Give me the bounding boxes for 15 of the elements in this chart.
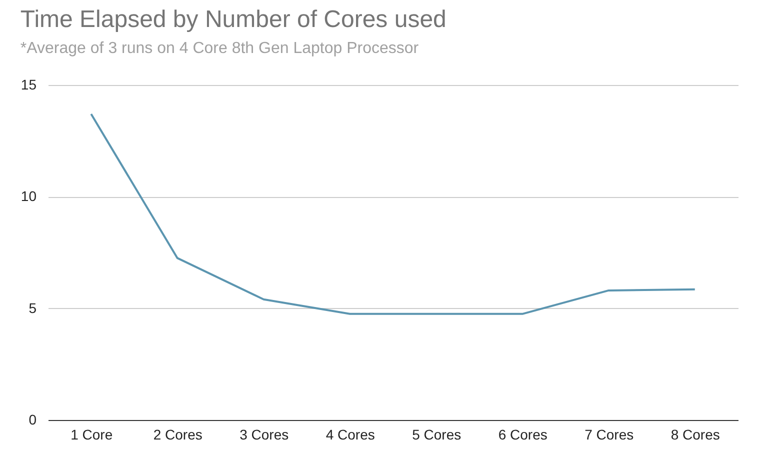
x-tick-label: 5 Cores [412,426,462,442]
x-tick-label: 3 Cores [240,426,289,442]
y-tick-label: 15 [20,76,37,92]
x-tick-label: 7 Cores [584,426,634,442]
y-tick-label: 5 [28,300,37,316]
line-series [90,113,696,315]
x-tick-label: 8 Cores [670,426,720,442]
y-tick-label: 0 [28,412,37,428]
chart-subtitle: *Average of 3 runs on 4 Core 8th Gen Laptop Processor [20,40,420,57]
x-tick-label: 6 Cores [498,426,548,442]
x-tick-label: 4 Cores [326,426,375,442]
x-tick-label: 2 Cores [153,426,202,442]
chart-title: Time Elapsed by Number of Cores used [20,6,446,33]
y-tick-label: 10 [20,188,37,204]
x-tick-label: 1 Core [70,426,113,442]
